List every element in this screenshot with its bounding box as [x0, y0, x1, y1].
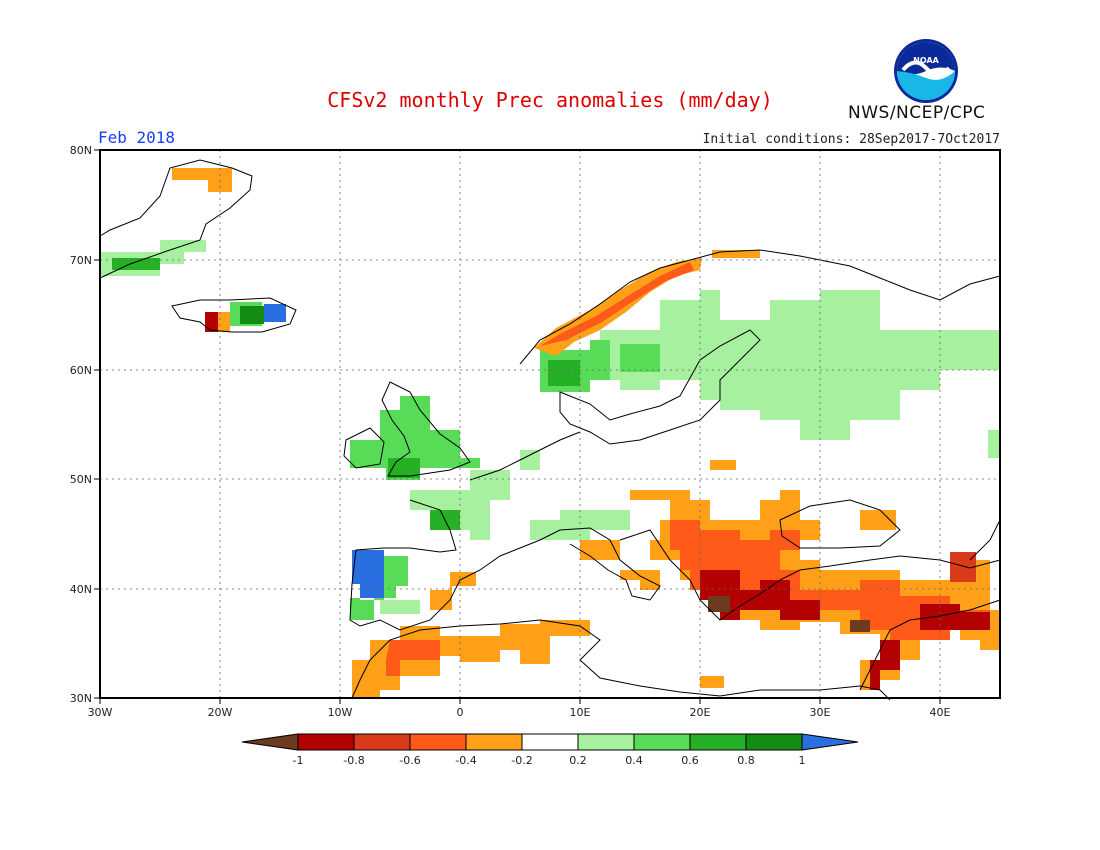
colorbar-segment — [297, 733, 355, 751]
colorbar-label: 0.6 — [681, 754, 699, 767]
colorbar-segment — [689, 733, 747, 751]
colorbar-label: 0.8 — [737, 754, 755, 767]
colorbar-segment — [353, 733, 411, 751]
anomaly-caucasus-orange — [860, 510, 896, 530]
coast-scandinavia — [519, 249, 1001, 365]
gridlines — [100, 150, 1000, 698]
lon-tick-label: 30E — [810, 706, 831, 719]
coast-italy — [539, 527, 661, 601]
colorbar-segment — [465, 733, 523, 751]
lat-tick-label: 60N — [70, 364, 92, 377]
coast-africa — [351, 619, 891, 701]
colorbar-label: -0.4 — [455, 754, 476, 767]
coastlines — [99, 159, 1001, 701]
anomaly-levant-red — [870, 640, 900, 690]
colorbar-segment — [409, 733, 467, 751]
anomaly-estonia-green — [720, 380, 790, 400]
anomaly-italy-orange — [580, 540, 660, 590]
anomaly-greece-brown — [708, 596, 730, 612]
colorbar-segment — [521, 733, 579, 751]
colorbar-segment — [745, 733, 803, 751]
lat-tick-label: 40N — [70, 583, 92, 596]
initial-conditions: Initial conditions: 28Sep2017-7Oct2017 — [702, 132, 1000, 147]
coast-uk — [381, 381, 471, 477]
anomaly-africa-red — [386, 640, 440, 676]
colorbar-label: -1 — [293, 754, 304, 767]
coast-caspian — [969, 519, 1001, 561]
colorbar-arrow-high — [801, 733, 859, 751]
colorbar: -1 -0.8 -0.6 -0.4 -0.2 0.2 0.4 0.6 0.8 1 — [241, 733, 859, 767]
coast-levant — [859, 599, 1001, 691]
lon-tick-label: 20W — [208, 706, 233, 719]
anomaly-iceland-blue — [264, 304, 286, 322]
colorbar-segment — [633, 733, 691, 751]
anomaly-russia-east — [988, 430, 1000, 458]
axis-ticks — [94, 149, 941, 704]
lon-tick-label: 30W — [88, 706, 113, 719]
anomaly-scandinavia-green — [600, 290, 1000, 440]
anomaly-iberia-blue — [352, 550, 384, 598]
map-frame — [99, 149, 1001, 699]
colorbar-segment — [577, 733, 635, 751]
lon-tick-label: 40E — [930, 706, 951, 719]
anomaly-iceland-dkgreen — [240, 306, 264, 324]
anomaly-spain-orange — [430, 572, 476, 610]
lon-tick-label: 0 — [457, 706, 464, 719]
anomaly-iceland-red — [205, 312, 218, 332]
anomaly-caspian-red — [950, 552, 976, 582]
anomaly-levant-brown — [850, 620, 870, 632]
map-title: CFSv2 monthly Prec anomalies (mm/day) — [327, 88, 773, 112]
colorbar-arrow-low — [241, 733, 299, 751]
noaa-logo-icon: NOAA — [894, 39, 958, 103]
lat-tick-label: 50N — [70, 473, 92, 486]
anomaly-iberia-green — [350, 556, 408, 620]
lon-tick-label: 10E — [570, 706, 591, 719]
colorbar-label: -0.8 — [343, 754, 364, 767]
colorbar-label: -0.6 — [399, 754, 420, 767]
anomaly-greenland-orange — [172, 168, 232, 192]
colorbar-label: 1 — [799, 754, 806, 767]
lon-tick-label: 20E — [690, 706, 711, 719]
coast-greenland — [99, 159, 253, 279]
coast-iceland — [171, 297, 297, 333]
colorbar-label: -0.2 — [511, 754, 532, 767]
agency-label: NWS/NCEP/CPC — [848, 103, 986, 123]
lat-tick-label: 70N — [70, 254, 92, 267]
lon-tick-label: 10W — [328, 706, 353, 719]
coast-europe-west — [349, 431, 581, 631]
anomaly-fields — [100, 168, 1000, 698]
anomaly-turkey-dkred — [920, 604, 990, 630]
anomaly-balkans-red — [670, 520, 990, 650]
forecast-month: Feb 2018 — [98, 128, 176, 147]
anomaly-egypt-orange — [700, 676, 724, 688]
lat-tick-label: 30N — [70, 692, 92, 705]
anomaly-iceland-orange — [218, 312, 230, 332]
coast-balkans — [619, 529, 1001, 621]
anomaly-norway-red — [540, 262, 694, 346]
lat-tick-label: 80N — [70, 144, 92, 157]
anomaly-norway-dkgreen — [548, 360, 580, 386]
coast-black-sea — [779, 499, 901, 549]
logo-text: NOAA — [913, 56, 939, 65]
anomaly-iberia-lt — [380, 600, 420, 614]
anomaly-sweden-green — [620, 344, 660, 372]
anomaly-ukraine-orange — [710, 460, 736, 470]
coast-ireland — [343, 427, 385, 469]
anomaly-uk-green — [350, 396, 480, 480]
anomaly-africa-orange — [352, 620, 590, 698]
colorbar-label: 0.2 — [569, 754, 587, 767]
coast-baltic — [559, 329, 761, 445]
colorbar-label: 0.4 — [625, 754, 643, 767]
